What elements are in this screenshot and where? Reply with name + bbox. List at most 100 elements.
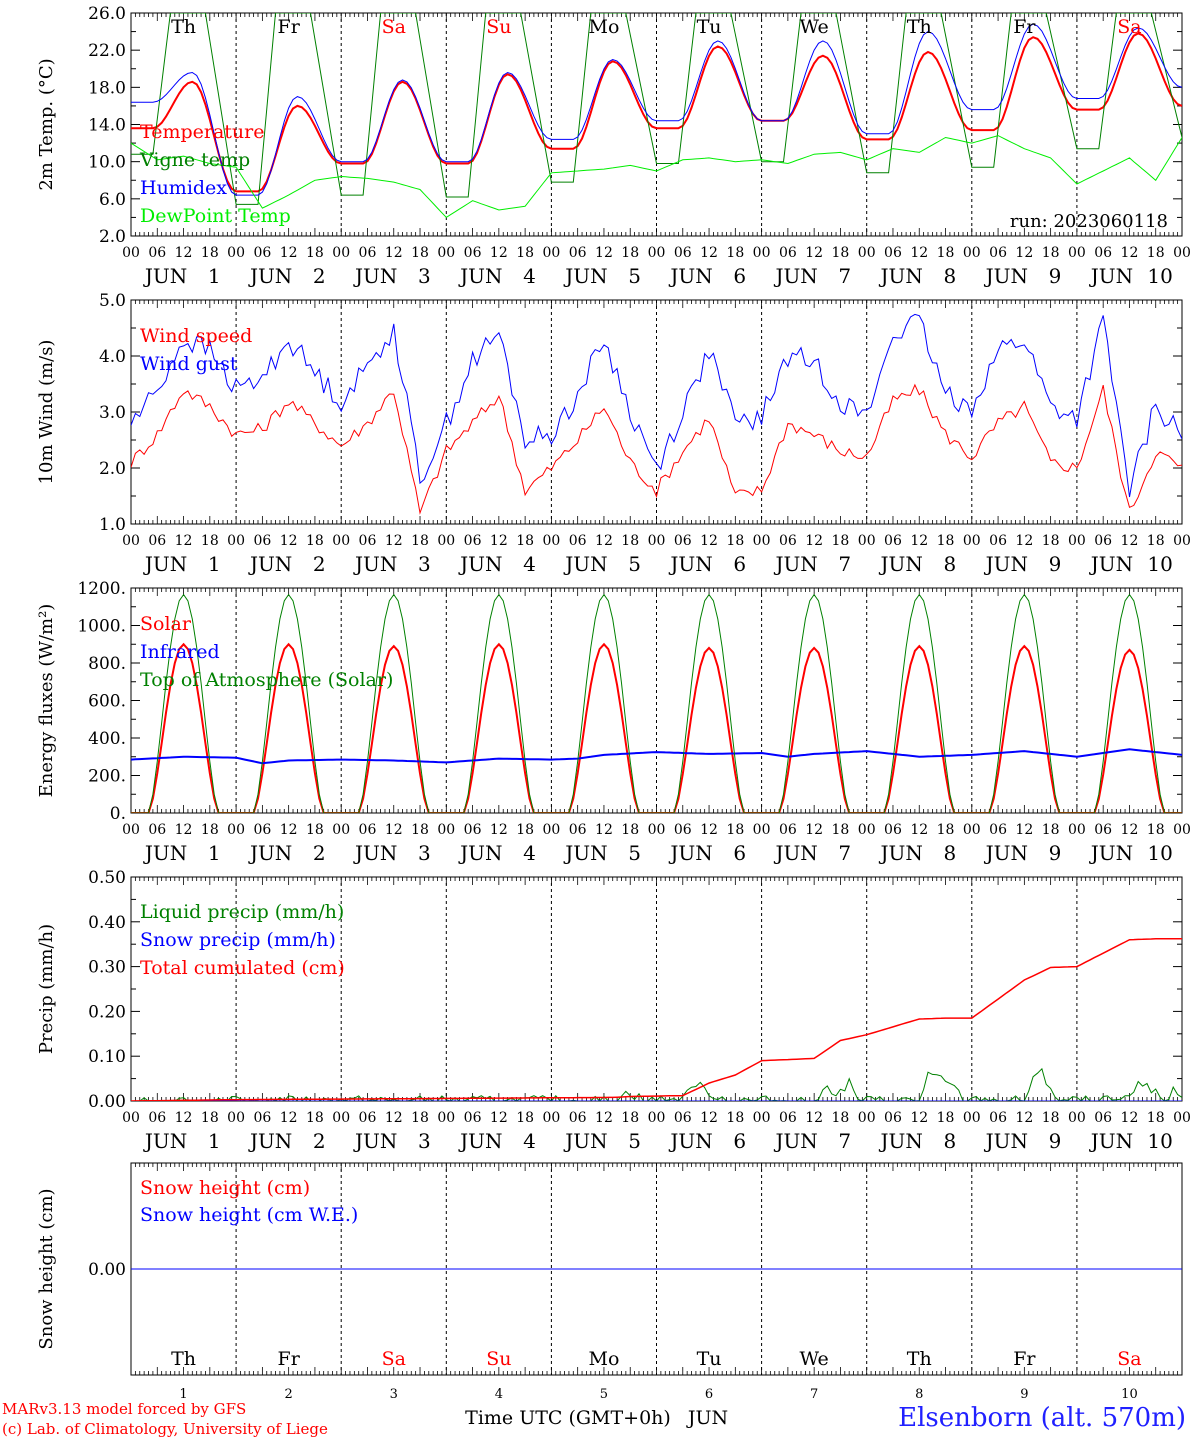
panel-5: 0.00 Snow height (cm) Snow height (cm) Snow… [36, 1162, 1183, 1429]
credit-line-model: MARv3.13 model forced by GFS [2, 1400, 247, 1418]
x-hour-label: 12 [385, 1110, 403, 1126]
weekday-label: Th [171, 16, 196, 38]
y-axis-title: 2m Temp. (°C) [36, 58, 57, 190]
weekday-label: Su [486, 16, 511, 38]
x-hour-label: 00 [858, 1110, 876, 1126]
weekday-label: Th [907, 16, 932, 38]
y-tick-label: 600. [88, 692, 126, 712]
x-hour-label: 18 [306, 1110, 324, 1126]
x-hour-label: 00 [1068, 1110, 1086, 1126]
x-hour-label: 00 [437, 1110, 455, 1126]
x-hour-label: 00 [1173, 1110, 1191, 1126]
x-day-number: 1 [179, 1387, 187, 1402]
x-date-label: 2 [313, 1129, 326, 1153]
y-tick-label: 3.0 [99, 403, 126, 423]
x-date-label: 8 [944, 841, 957, 865]
x-hour-label: 12 [1121, 533, 1139, 549]
x-hour-label: 00 [227, 1110, 245, 1126]
y-tick-label: 5.0 [99, 291, 126, 311]
x-date-label: 7 [838, 1129, 851, 1153]
x-hour-label: 18 [411, 1110, 429, 1126]
x-month-label: JUN [773, 841, 817, 865]
x-hour-label: 06 [989, 245, 1007, 261]
x-hour-label: 12 [700, 245, 718, 261]
x-hour-label: 00 [437, 822, 455, 838]
x-day-number: 5 [600, 1387, 608, 1402]
x-hour-label: 18 [832, 1110, 850, 1126]
x-hour-label: 06 [148, 533, 166, 549]
x-hour-label: 12 [700, 822, 718, 838]
weekday-label: Mo [588, 1348, 619, 1370]
weekday-label: We [800, 16, 829, 38]
panel-1: 2.0 6.0 10.0 14.0 18.0 22.0 26.0 2m Temp. (°C) T… [36, 4, 1191, 288]
x-month-label: JUN [458, 1129, 502, 1153]
y-tick-label: 1.0 [99, 515, 126, 535]
x-month-label: JUN [143, 1129, 187, 1153]
x-hour-label: 12 [490, 533, 508, 549]
x-hour-label: 00 [437, 245, 455, 261]
weekday-label: Fr [278, 16, 301, 38]
x-hour-label: 00 [122, 533, 140, 549]
x-date-label: 2 [313, 552, 326, 576]
x-hour-label: 18 [937, 1110, 955, 1126]
x-hour-label: 12 [280, 1110, 298, 1126]
y-tick-label: 0. [110, 804, 126, 824]
x-hour-label: 18 [411, 245, 429, 261]
x-hour-label: 00 [858, 822, 876, 838]
legend-entry: Vigne temp [139, 149, 250, 171]
x-hour-label: 00 [963, 822, 981, 838]
x-date-label: 1 [208, 264, 221, 288]
x-month-label: JUN [773, 264, 817, 288]
x-date-label: 5 [628, 1129, 641, 1153]
x-hour-label: 00 [648, 533, 666, 549]
x-month-label: JUN [773, 552, 817, 576]
y-tick-label: 0.30 [88, 958, 126, 978]
x-hour-label: 00 [1068, 533, 1086, 549]
x-hour-label: 00 [227, 533, 245, 549]
x-date-label: 10 [1147, 552, 1172, 576]
x-hour-label: 12 [175, 1110, 193, 1126]
y-tick-label: 0.00 [88, 1092, 126, 1112]
x-hour-label: 12 [595, 245, 613, 261]
legend-entry: Solar [140, 613, 192, 635]
x-date-label: 3 [418, 264, 431, 288]
x-hour-label: 18 [726, 245, 744, 261]
x-hour-label: 18 [1147, 822, 1165, 838]
x-month-label: JUN [563, 1129, 607, 1153]
x-month-label: JUN [668, 264, 712, 288]
series-line-dewpoint-temp [131, 135, 1182, 219]
x-hour-label: 12 [385, 822, 403, 838]
x-hour-label: 18 [937, 245, 955, 261]
weekday-label: Fr [278, 1348, 301, 1370]
x-month-label: JUN [143, 264, 187, 288]
x-hour-label: 00 [332, 245, 350, 261]
x-axis-unit: JUN [686, 1407, 728, 1429]
x-hour-label: 18 [411, 822, 429, 838]
x-hour-label: 06 [464, 822, 482, 838]
weekday-label: Sa [1117, 16, 1141, 38]
weekday-label: Tu [697, 16, 722, 38]
x-month-label: JUN [668, 552, 712, 576]
legend-entry: DewPoint Temp [140, 205, 291, 227]
legend-entry: Wind speed [140, 325, 252, 347]
x-hour-label: 06 [884, 1110, 902, 1126]
x-axis-title: Time UTC (GMT+0h) [465, 1407, 671, 1429]
x-hour-label: 06 [674, 1110, 692, 1126]
x-hour-label: 12 [1015, 245, 1033, 261]
legend-entry: Humidex [140, 177, 227, 199]
x-hour-label: 00 [542, 822, 560, 838]
x-hour-label: 06 [464, 1110, 482, 1126]
x-month-label: JUN [458, 264, 502, 288]
y-axis-title: 10m Wind (m/s) [36, 340, 57, 485]
x-hour-label: 12 [805, 1110, 823, 1126]
x-hour-label: 18 [621, 533, 639, 549]
x-date-label: 8 [944, 1129, 957, 1153]
x-hour-label: 18 [1042, 822, 1060, 838]
x-month-label: JUN [879, 1129, 923, 1153]
x-date-label: 8 [944, 264, 957, 288]
series-line-temperature [131, 32, 1182, 193]
x-hour-label: 18 [621, 245, 639, 261]
x-hour-label: 18 [621, 822, 639, 838]
x-hour-label: 00 [1173, 245, 1191, 261]
